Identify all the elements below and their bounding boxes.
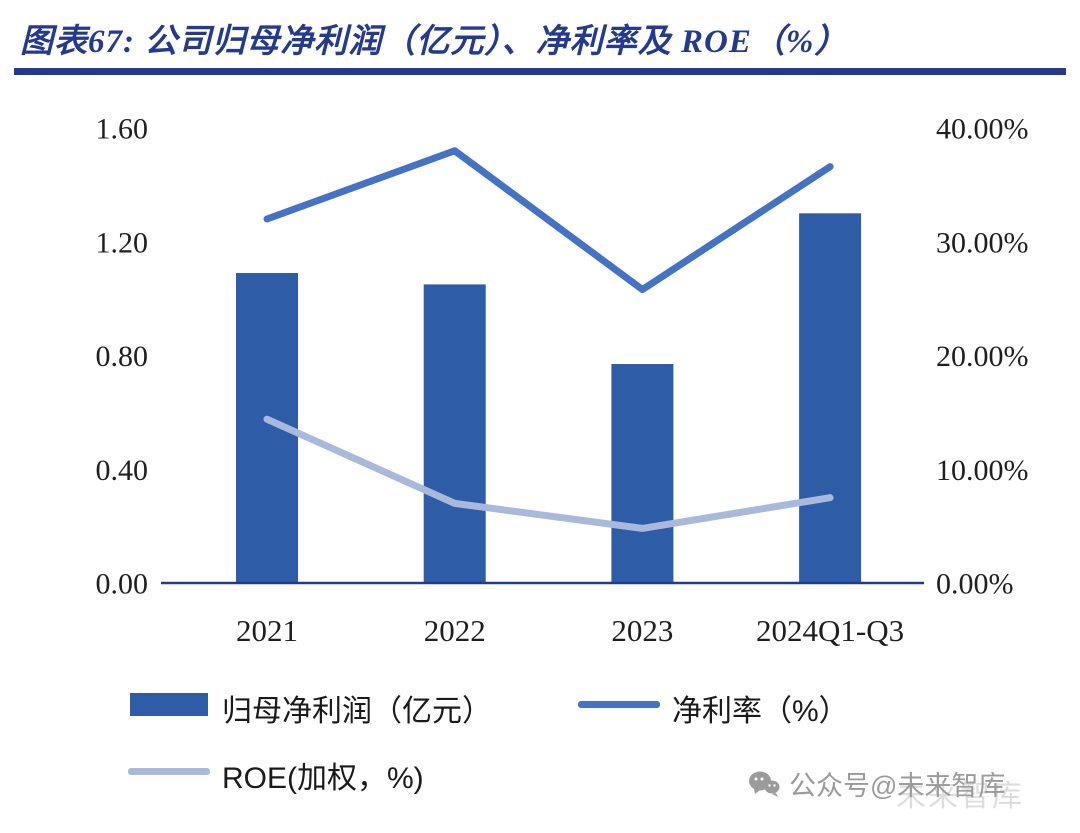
right-axis-tick-label: 40.00% [936,113,1029,146]
category-label: 2021 [236,613,298,648]
category-label: 2022 [424,613,486,648]
title-underline [14,68,1066,75]
legend-swatch-net-profit [130,693,208,716]
left-axis-tick-label: 1.60 [96,113,149,146]
bar-net-profit [799,213,862,583]
line-net-margin [263,147,834,294]
bar-net-profit [423,284,486,583]
legend-label-roe: ROE(加权，%) [222,762,424,795]
left-axis-tick-label: 0.40 [96,454,149,487]
right-axis-tick-label: 0.00% [936,568,1014,601]
watermark-ghost-text: 未来智库 [896,780,1024,813]
left-axis-tick-label: 0.00 [96,568,149,601]
right-axis-tick-label: 30.00% [936,226,1029,259]
category-label: 2023 [611,613,673,648]
legend-label-net-profit: 归母净利润（亿元） [222,695,492,728]
watermark: 公众号@未来智库 [748,764,1005,803]
right-axis-tick-label: 10.00% [936,454,1029,487]
legend-swatch-roe [128,768,210,775]
chart-title: 图表67: 公司归母净利润（亿元）、净利率及 ROE（%） [20,24,849,60]
wechat-icon [748,770,780,798]
legend-label-net-margin: 净利率（%） [672,695,849,728]
line-roe [263,415,834,532]
right-axis-tick-label: 20.00% [936,340,1029,373]
left-axis-tick-label: 0.80 [96,340,149,373]
legend-swatch-net-margin [578,701,660,708]
bar-net-profit [611,364,674,583]
left-axis-tick-label: 1.20 [96,226,149,259]
category-label: 2024Q1-Q3 [756,613,904,648]
watermark-text: 公众号@未来智库 [789,771,1006,801]
